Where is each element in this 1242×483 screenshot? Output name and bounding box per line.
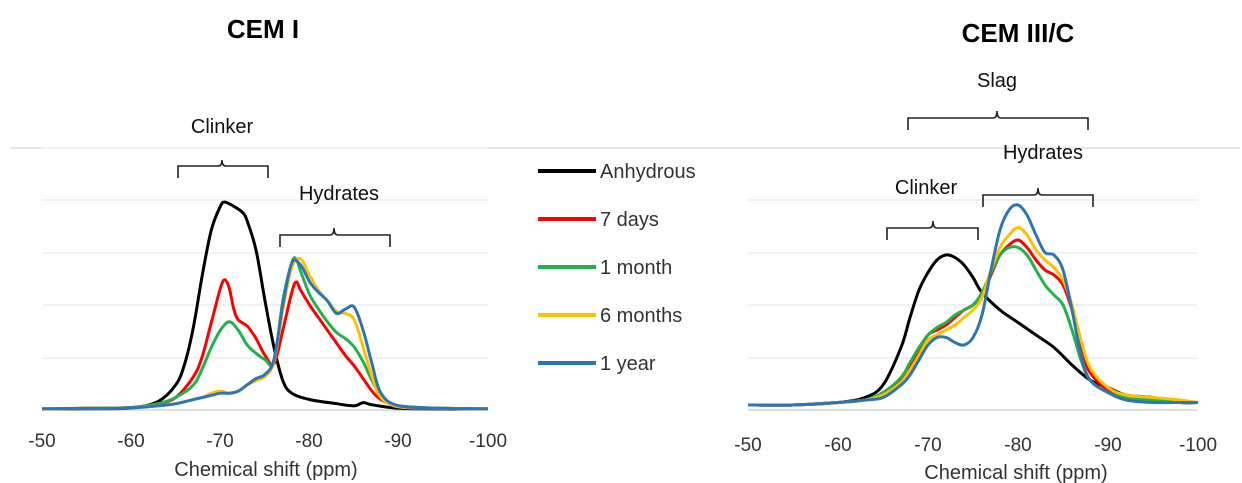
slag-label: Slag bbox=[977, 70, 1017, 92]
legend-item: 6 months bbox=[538, 305, 682, 327]
x-tick-labels: -50 -60 -70 -80 -90 -100 bbox=[28, 431, 507, 452]
x-tick-label: -90 bbox=[1094, 435, 1121, 456]
legend-item: 1 year bbox=[538, 353, 656, 375]
series-line-6-months bbox=[747, 226, 1199, 407]
x-tick-label: -70 bbox=[914, 435, 941, 456]
x-tick-label: -70 bbox=[206, 431, 233, 452]
series-line-1-year bbox=[747, 203, 1198, 407]
legend: Anhydrous 7 days 1 month 6 months 1 year bbox=[538, 161, 696, 375]
clinker-label: Clinker bbox=[191, 116, 254, 138]
series-line-1-month bbox=[747, 245, 1199, 407]
chart-cem-i: CEM I -50 -60 -70 -80 -90 -100 Chemical … bbox=[28, 14, 507, 481]
hydrates-brace bbox=[279, 227, 391, 247]
chart-title: CEM III/C bbox=[962, 18, 1075, 48]
hydrates-brace bbox=[982, 187, 1094, 207]
x-tick-label: -50 bbox=[28, 431, 55, 452]
series-line-7-days bbox=[747, 238, 1199, 407]
chart-cem-iii-c: CEM III/C -50 -60 -70 -80 -90 -100 Chemi… bbox=[734, 18, 1217, 483]
series-line-6-months bbox=[41, 256, 489, 411]
series-line-anhydrous bbox=[41, 200, 489, 411]
series-line-anhydrous bbox=[747, 253, 1199, 407]
x-tick-labels: -50 -60 -70 -80 -90 -100 bbox=[734, 435, 1217, 456]
series-group bbox=[41, 200, 489, 411]
legend-item: 1 month bbox=[538, 257, 672, 279]
x-tick-label: -80 bbox=[295, 431, 322, 452]
x-tick-label: -100 bbox=[469, 431, 507, 452]
clinker-brace bbox=[886, 220, 979, 240]
series-group bbox=[747, 203, 1199, 407]
legend-label: 1 month bbox=[600, 257, 672, 279]
grid-lines bbox=[42, 147, 488, 359]
series-line-1-year bbox=[41, 258, 489, 411]
legend-label: Anhydrous bbox=[600, 161, 696, 183]
legend-label: 1 year bbox=[600, 353, 656, 375]
x-tick-label: -60 bbox=[117, 431, 144, 452]
hydrates-label: Hydrates bbox=[299, 183, 379, 205]
legend-item: Anhydrous bbox=[538, 161, 696, 183]
x-axis-title: Chemical shift (ppm) bbox=[174, 459, 357, 481]
x-tick-label: -60 bbox=[824, 435, 851, 456]
x-tick-label: -80 bbox=[1004, 435, 1031, 456]
x-tick-label: -100 bbox=[1179, 435, 1217, 456]
x-axis-title: Chemical shift (ppm) bbox=[924, 462, 1107, 483]
legend-item: 7 days bbox=[538, 209, 659, 231]
clinker-brace bbox=[177, 159, 269, 178]
legend-label: 7 days bbox=[600, 209, 659, 231]
x-tick-label: -50 bbox=[734, 435, 761, 456]
hydrates-label: Hydrates bbox=[1003, 142, 1083, 164]
clinker-label: Clinker bbox=[895, 177, 958, 199]
slag-brace bbox=[907, 110, 1089, 130]
legend-label: 6 months bbox=[600, 305, 682, 327]
x-tick-label: -90 bbox=[384, 431, 411, 452]
chart-title: CEM I bbox=[227, 14, 299, 44]
series-line-1-month bbox=[41, 256, 489, 411]
